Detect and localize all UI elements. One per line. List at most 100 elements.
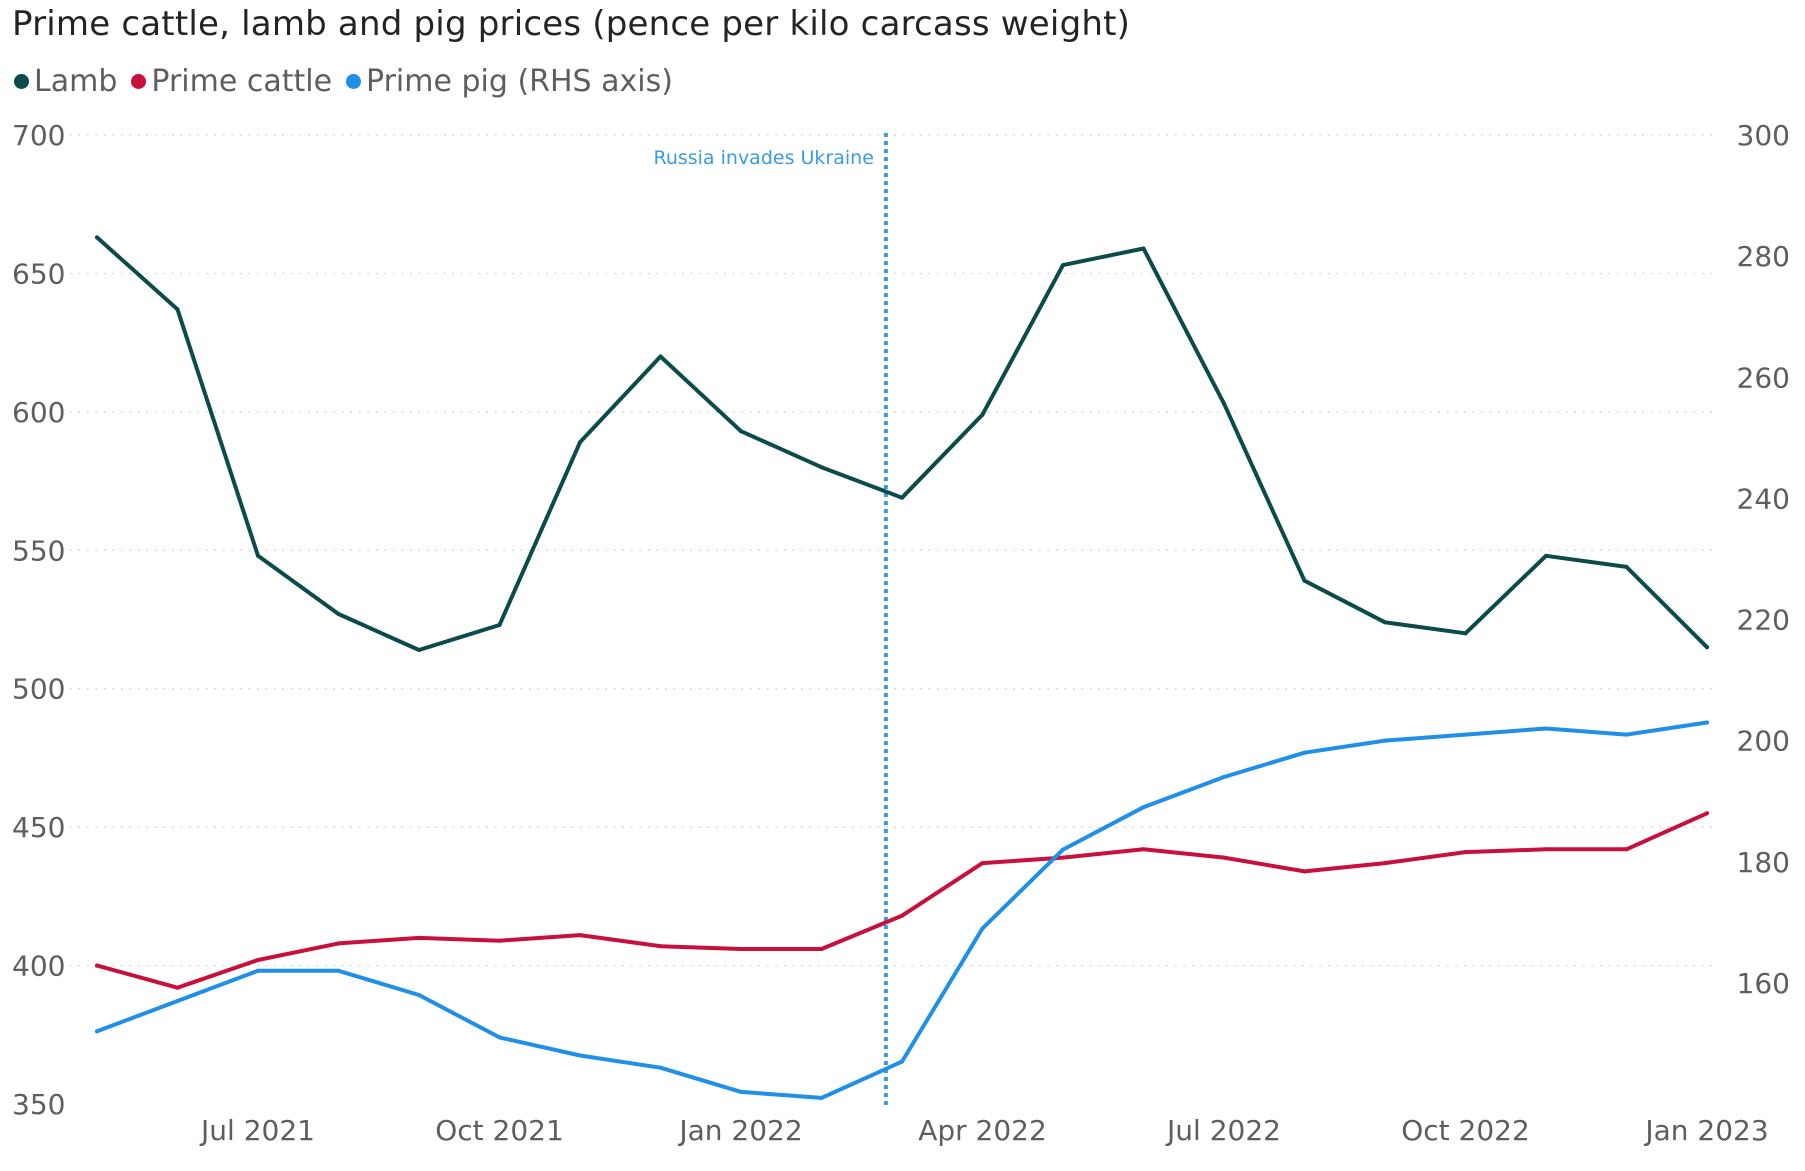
data-point-prime-pig-rhs-axis — [256, 968, 260, 973]
data-point-lamb — [578, 440, 582, 445]
data-point-lamb — [658, 354, 663, 359]
data-point-lamb — [95, 235, 99, 240]
data-point-prime-cattle — [497, 938, 502, 943]
y-right-tick-label: 240 — [1737, 482, 1790, 515]
data-point-prime-pig-rhs-axis — [1705, 720, 1709, 725]
data-point-prime-pig-rhs-axis — [980, 926, 985, 931]
data-point-prime-cattle — [578, 933, 582, 938]
data-point-prime-pig-rhs-axis — [1624, 732, 1629, 737]
data-point-lamb — [1222, 401, 1226, 406]
y-left-tick-label: 350 — [12, 1088, 65, 1121]
data-point-prime-pig-rhs-axis — [1222, 774, 1226, 779]
legend-dot-prime-pig — [346, 74, 362, 89]
data-point-prime-cattle — [336, 941, 341, 946]
data-point-prime-pig-rhs-axis — [497, 1035, 502, 1040]
data-point-prime-pig-rhs-axis — [417, 992, 421, 997]
data-point-prime-pig-rhs-axis — [1141, 805, 1146, 810]
y-right-tick-label: 220 — [1737, 604, 1790, 637]
data-point-prime-pig-rhs-axis — [1383, 738, 1387, 743]
data-point-lamb — [1061, 263, 1065, 268]
y-left-tick-label: 550 — [12, 534, 65, 567]
data-point-prime-pig-rhs-axis — [1463, 732, 1468, 737]
x-tick-label: Oct 2022 — [1401, 1114, 1530, 1147]
data-point-prime-cattle — [1222, 855, 1226, 860]
y-right-tick-label: 180 — [1737, 846, 1790, 879]
y-left-tick-label: 600 — [12, 396, 65, 429]
y-left-tick-label: 400 — [12, 950, 65, 983]
data-point-prime-cattle — [1624, 847, 1629, 852]
y-right-tick-label: 200 — [1737, 725, 1790, 758]
data-point-prime-cattle — [256, 958, 260, 963]
x-tick-label: Jan 2023 — [1643, 1114, 1768, 1147]
data-point-lamb — [1624, 564, 1629, 569]
data-point-lamb — [497, 623, 502, 628]
data-point-prime-cattle — [1061, 855, 1065, 860]
data-point-prime-pig-rhs-axis — [1061, 847, 1065, 852]
data-point-prime-cattle — [1544, 847, 1548, 852]
legend-label-lamb: Lamb — [34, 64, 118, 99]
data-point-prime-pig-rhs-axis — [95, 1029, 99, 1034]
data-point-lamb — [1463, 631, 1468, 636]
x-tick-label: Jul 2021 — [199, 1114, 315, 1147]
legend-dot-lamb — [14, 74, 29, 89]
legend: Lamb Prime cattle Prime pig (RHS axis) — [14, 64, 687, 99]
data-point-lamb — [739, 429, 743, 434]
data-point-prime-pig-rhs-axis — [739, 1089, 743, 1094]
data-point-prime-cattle — [980, 861, 985, 866]
legend-label-prime-cattle: Prime cattle — [151, 64, 333, 99]
legend-item-lamb[interactable]: Lamb — [14, 64, 117, 99]
data-point-prime-cattle — [900, 913, 904, 918]
data-point-lamb — [1383, 620, 1387, 625]
data-point-prime-cattle — [95, 963, 99, 968]
data-point-prime-pig-rhs-axis — [336, 968, 341, 973]
data-point-lamb — [1544, 553, 1548, 558]
data-point-prime-pig-rhs-axis — [1544, 726, 1548, 731]
data-point-prime-cattle — [175, 985, 180, 990]
data-point-prime-pig-rhs-axis — [175, 999, 180, 1004]
y-left-tick-label: 700 — [12, 119, 65, 152]
data-point-prime-cattle — [1141, 847, 1146, 852]
data-point-lamb — [1705, 645, 1709, 650]
legend-item-prime-cattle[interactable]: Prime cattle — [131, 64, 332, 99]
y-left-tick-label: 450 — [12, 811, 65, 844]
data-point-prime-cattle — [739, 946, 743, 951]
series-line-prime-pig-rhs-axis — [95, 720, 1709, 1100]
data-point-lamb — [1302, 578, 1307, 583]
data-point-prime-pig-rhs-axis — [900, 1059, 904, 1064]
data-point-prime-cattle — [1383, 861, 1387, 866]
data-point-lamb — [417, 647, 421, 652]
x-tick-label: Oct 2021 — [435, 1114, 564, 1147]
data-point-prime-cattle — [819, 946, 824, 951]
data-point-prime-cattle — [1302, 869, 1307, 874]
data-point-prime-cattle — [1463, 850, 1468, 855]
data-point-prime-pig-rhs-axis — [578, 1053, 582, 1058]
data-point-prime-cattle — [1705, 811, 1709, 816]
data-point-lamb — [1141, 246, 1146, 251]
data-point-prime-pig-rhs-axis — [658, 1065, 663, 1070]
data-point-lamb — [980, 412, 985, 417]
series-line-lamb — [95, 235, 1709, 652]
x-tick-label: Jan 2022 — [677, 1114, 802, 1147]
y-left-tick-label: 650 — [12, 257, 65, 290]
legend-item-prime-pig[interactable]: Prime pig (RHS axis) — [346, 64, 673, 99]
x-tick-label: Apr 2022 — [918, 1114, 1047, 1147]
data-point-lamb — [256, 553, 260, 558]
data-point-prime-pig-rhs-axis — [1302, 750, 1307, 755]
y-left-tick-label: 500 — [12, 673, 65, 706]
annotation-label: Russia invades Ukraine — [653, 147, 873, 169]
y-right-tick-label: 260 — [1737, 361, 1790, 394]
chart-title: Prime cattle, lamb and pig prices (pence… — [12, 4, 1131, 44]
legend-dot-prime-cattle — [131, 74, 147, 89]
y-right-tick-label: 300 — [1737, 119, 1790, 152]
data-point-prime-cattle — [417, 935, 421, 940]
data-point-lamb — [336, 611, 341, 616]
data-point-lamb — [900, 495, 904, 500]
data-point-prime-pig-rhs-axis — [819, 1095, 824, 1100]
data-point-lamb — [819, 465, 824, 470]
legend-label-prime-pig: Prime pig (RHS axis) — [366, 64, 673, 99]
y-right-tick-label: 160 — [1737, 967, 1790, 1000]
data-point-lamb — [175, 307, 180, 312]
series-line-prime-cattle — [95, 811, 1709, 990]
x-tick-label: Jul 2022 — [1165, 1114, 1281, 1147]
